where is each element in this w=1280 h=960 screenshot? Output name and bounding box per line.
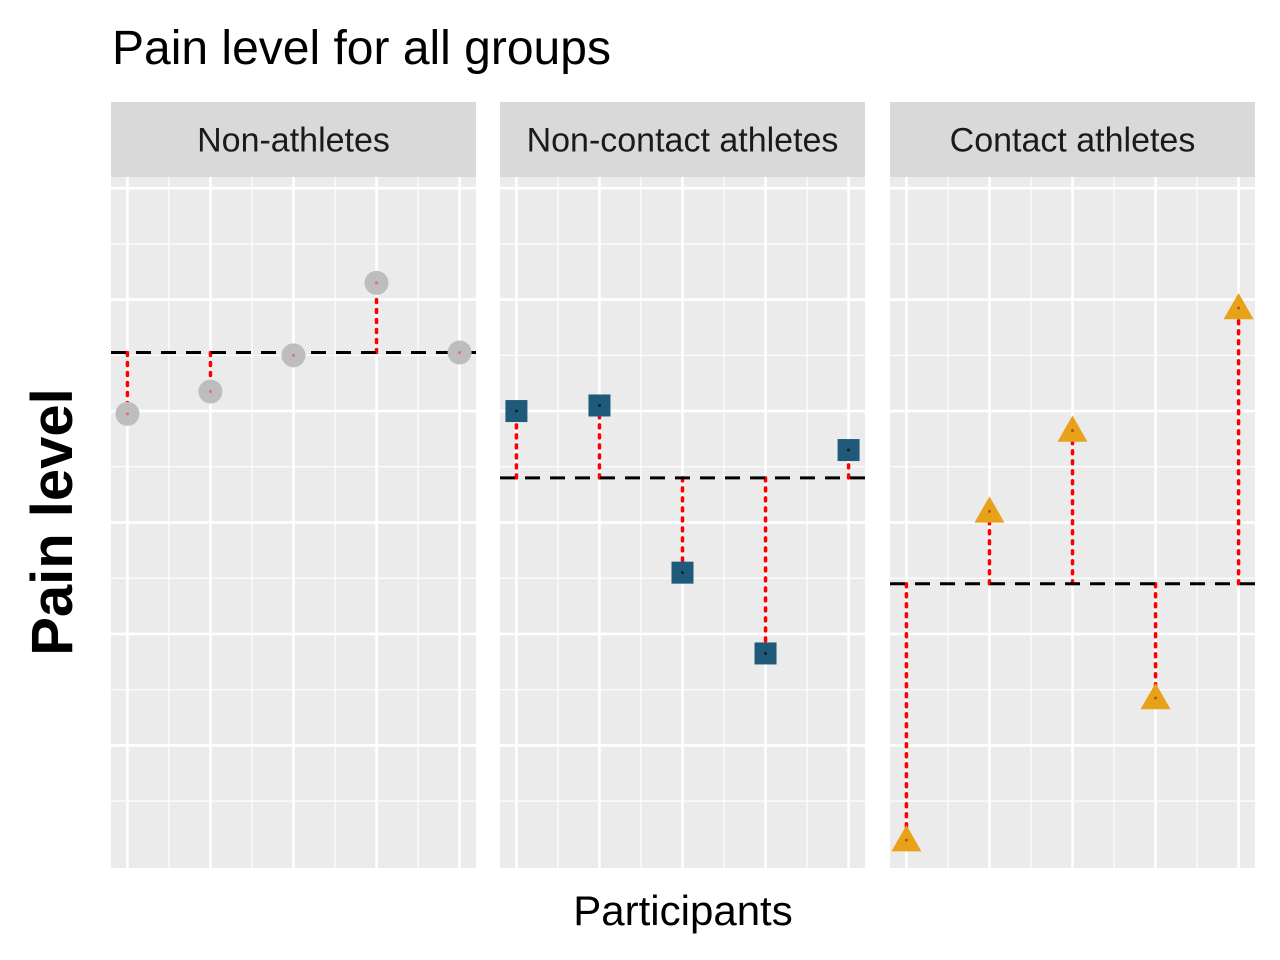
data-point-center [904,838,908,842]
data-point-center [1071,429,1074,433]
data-point-center [208,390,212,394]
facet-strip-label: Non-athletes [197,122,390,160]
data-point-center [458,351,462,355]
facet-strip [890,102,1255,177]
panel-non-athletes: Non-athletes [111,102,476,868]
data-point-triangle [1223,292,1254,320]
facet-strip [111,102,476,177]
facet-strip-label: Contact athletes [950,122,1196,160]
data-point-center [597,403,601,407]
data-point-center [514,409,518,413]
facet-strip [500,102,865,177]
data-point-center [125,412,129,416]
facet-strip-label: Non-contact athletes [527,122,839,160]
data-point-center [375,281,379,285]
facet-panels: Non-athletes Non-contact athletes Contact … [111,102,1255,868]
data-point-center [1237,306,1241,310]
chart-title: Pain level for all groups [112,22,611,75]
x-axis-label: Participants [573,887,792,934]
y-axis-label: Pain level [20,388,85,656]
data-point-center [847,448,851,452]
data-point-center [764,651,768,655]
data-point-center [681,571,684,575]
data-point-triangle [1057,415,1088,442]
data-point-center [1154,696,1158,700]
data-point-center [292,353,295,357]
panel-contact-athletes: Contact athletes [890,102,1255,868]
data-point-triangle [891,825,922,852]
panel-non-contact-athletes: Non-contact athletes [500,102,865,868]
data-point-triangle [974,496,1005,523]
data-point-triangle [1140,683,1171,710]
data-point-center [987,509,991,513]
